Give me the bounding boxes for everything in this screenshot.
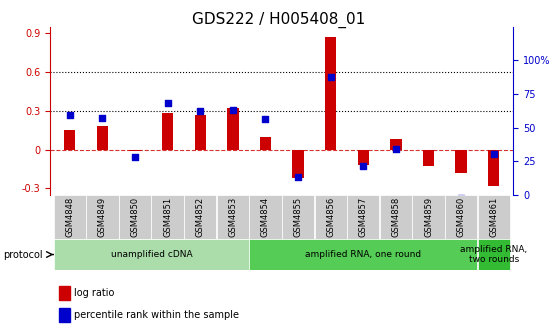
Point — [163, 101, 172, 106]
Bar — [358, 150, 369, 165]
Text: protocol: protocol — [3, 250, 42, 260]
Point — [131, 154, 140, 159]
Bar — [478, 195, 510, 239]
Point — [196, 108, 205, 114]
Bar — [227, 108, 239, 150]
Bar — [54, 195, 86, 239]
Bar — [412, 195, 445, 239]
Bar — [282, 195, 314, 239]
Text: GSM4848: GSM4848 — [65, 197, 74, 237]
Bar — [325, 37, 336, 150]
Bar — [129, 150, 141, 151]
Point — [489, 151, 498, 157]
Bar — [86, 195, 118, 239]
Bar — [60, 308, 70, 322]
Text: GSM4859: GSM4859 — [424, 197, 433, 237]
Text: GSM4852: GSM4852 — [196, 197, 205, 237]
Point — [261, 116, 270, 122]
Point — [228, 107, 237, 112]
Bar — [151, 195, 184, 239]
Bar — [260, 137, 271, 150]
Text: GDS222 / H005408_01: GDS222 / H005408_01 — [193, 12, 365, 28]
Bar — [119, 195, 151, 239]
Text: GSM4851: GSM4851 — [163, 197, 172, 237]
Bar — [488, 150, 499, 186]
Text: GSM4850: GSM4850 — [131, 197, 140, 237]
Bar — [162, 114, 174, 150]
Text: percentile rank within the sample: percentile rank within the sample — [74, 310, 239, 320]
Point — [326, 75, 335, 80]
Point — [456, 195, 465, 200]
Bar — [292, 150, 304, 178]
Bar — [423, 150, 434, 166]
Bar — [478, 239, 510, 270]
Bar — [217, 195, 249, 239]
Point — [294, 174, 302, 179]
Bar — [97, 126, 108, 150]
Bar — [54, 239, 249, 270]
Bar — [249, 239, 477, 270]
Bar — [184, 195, 217, 239]
Point — [65, 112, 74, 118]
Text: amplified RNA,
two rounds: amplified RNA, two rounds — [460, 245, 527, 264]
Text: GSM4861: GSM4861 — [489, 197, 498, 237]
Bar — [60, 286, 70, 300]
Text: amplified RNA, one round: amplified RNA, one round — [305, 250, 421, 259]
Text: GSM4855: GSM4855 — [294, 197, 302, 237]
Point — [392, 146, 401, 152]
Text: GSM4854: GSM4854 — [261, 197, 270, 237]
Text: GSM4857: GSM4857 — [359, 197, 368, 237]
Text: GSM4849: GSM4849 — [98, 197, 107, 237]
Bar — [315, 195, 347, 239]
Bar — [195, 115, 206, 150]
Bar — [347, 195, 379, 239]
Bar — [380, 195, 412, 239]
Text: unamplified cDNA: unamplified cDNA — [110, 250, 192, 259]
Point — [98, 115, 107, 120]
Text: log ratio: log ratio — [74, 288, 115, 298]
Text: GSM4856: GSM4856 — [326, 197, 335, 237]
Point — [359, 163, 368, 169]
Text: GSM4858: GSM4858 — [392, 197, 401, 237]
Bar — [455, 150, 467, 173]
Text: GSM4853: GSM4853 — [228, 197, 237, 237]
Bar — [64, 130, 75, 150]
Text: GSM4860: GSM4860 — [456, 197, 466, 237]
Bar — [249, 195, 282, 239]
Bar — [445, 195, 477, 239]
Bar — [390, 139, 402, 150]
